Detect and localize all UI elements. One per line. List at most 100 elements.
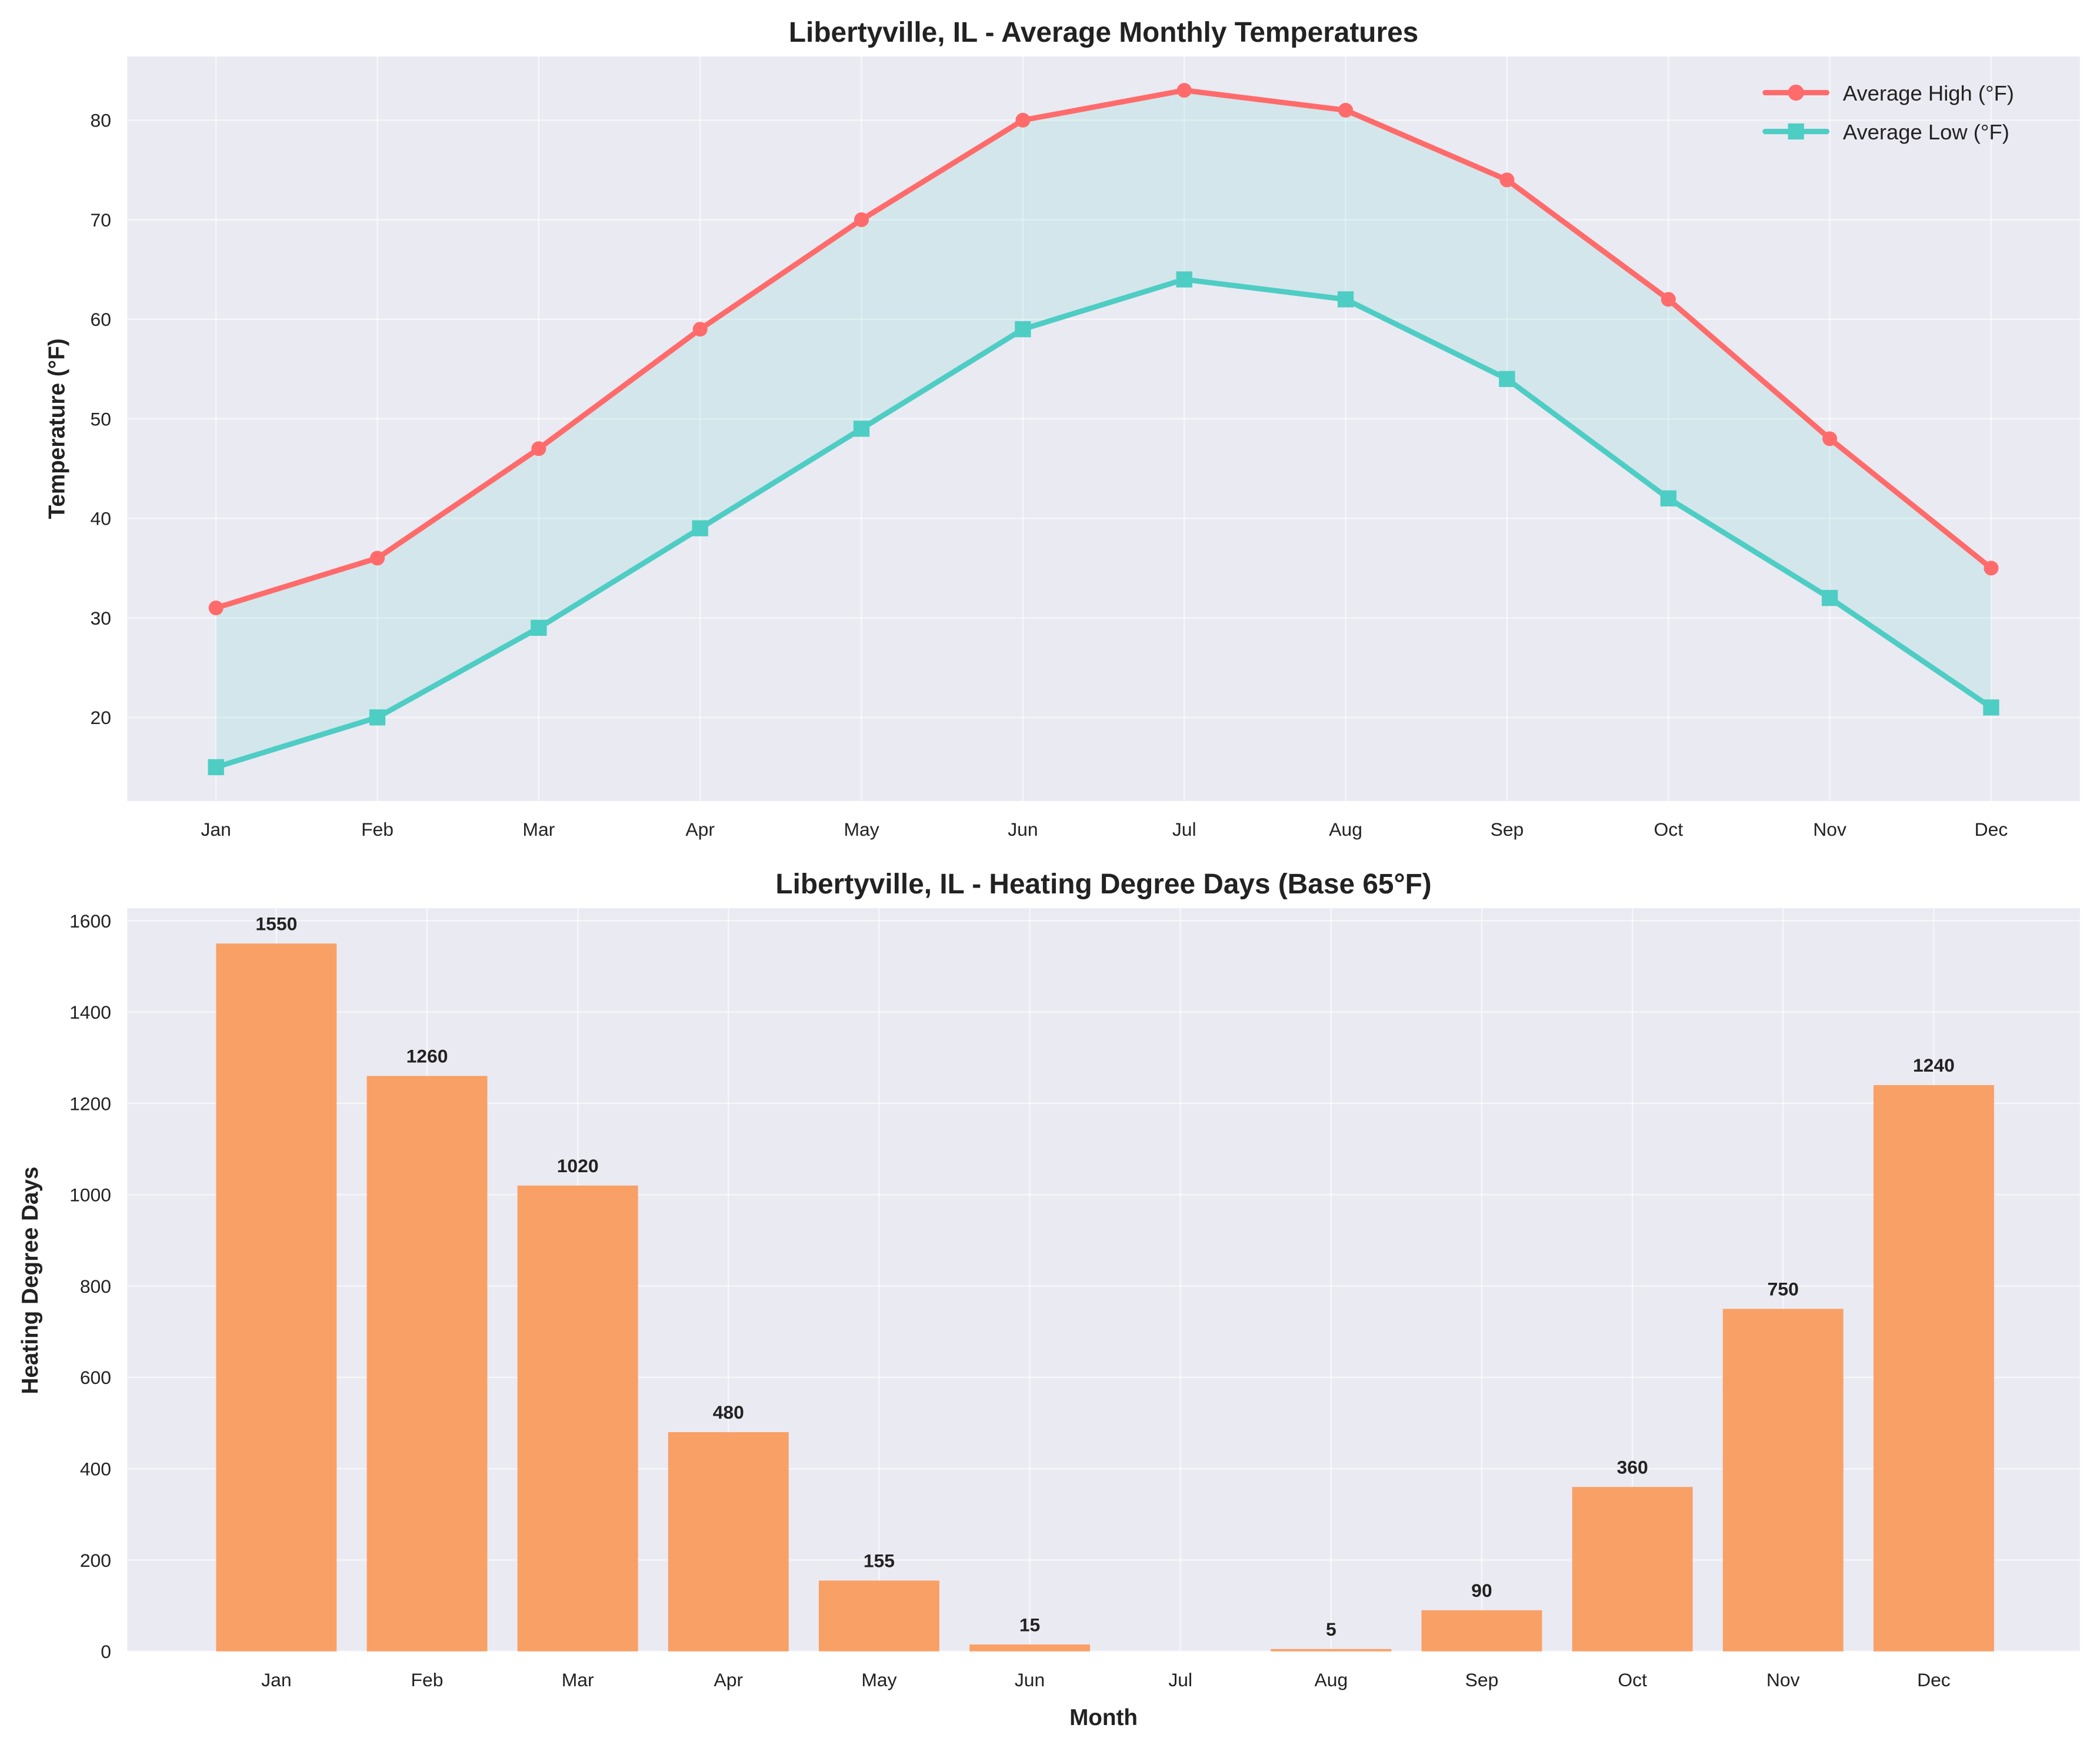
bar-value-label: 90 (1471, 1580, 1492, 1601)
high-point (1015, 112, 1031, 128)
bar (517, 1185, 638, 1652)
high-point (1499, 172, 1515, 188)
bar (1271, 1649, 1392, 1652)
bar (366, 1076, 488, 1652)
high-point (1338, 102, 1354, 118)
x-tick-label: May (861, 1669, 896, 1690)
y-tick-label: 0 (101, 1641, 111, 1662)
legend: Average High (°F) Average Low (°F) (1762, 81, 2014, 144)
y-tick-label: 1000 (69, 1185, 111, 1206)
x-tick-label: Jun (1008, 819, 1038, 840)
low-series-line (215, 276, 1993, 770)
high-point (854, 212, 869, 228)
bar (818, 1580, 939, 1652)
y-tick-label: 600 (80, 1367, 111, 1388)
bar-value-label: 360 (1617, 1456, 1648, 1477)
x-tick-label: Nov (1813, 819, 1846, 840)
x-tick-label: Oct (1654, 819, 1683, 840)
x-tick-label: Apr (685, 819, 715, 840)
y-tick-label: 60 (91, 309, 111, 330)
temp-plot-area: 20 30 40 50 60 70 80 Jan Feb Mar Apr May Jun Jul Aug Se… (91, 56, 2080, 840)
x-tick-label: Nov (1766, 1669, 1800, 1690)
low-point (1176, 271, 1192, 288)
legend-high-label: Average High (°F) (1843, 81, 2014, 105)
low-point (1015, 321, 1031, 338)
x-tick-label: Sep (1465, 1669, 1499, 1690)
hdd-y-axis-label: Heating Degree Days (18, 1166, 43, 1394)
bar-value-label: 480 (713, 1402, 744, 1423)
x-tick-label: Jan (201, 819, 231, 840)
bar-value-label: 1020 (557, 1155, 599, 1176)
x-tick-label: May (844, 819, 879, 840)
bar-value-label: 1240 (1913, 1055, 1955, 1076)
x-tick-label: Mar (562, 1669, 594, 1690)
x-tick-label: Feb (361, 819, 394, 840)
high-point (1661, 292, 1676, 307)
low-point (692, 520, 708, 536)
bar (1873, 1085, 1994, 1652)
high-point (208, 601, 224, 616)
high-point (1176, 83, 1192, 98)
x-tick-label: Jul (1172, 819, 1196, 840)
y-tick-label: 200 (80, 1550, 111, 1571)
x-tick-label: Aug (1314, 1669, 1348, 1690)
y-tick-label: 800 (80, 1276, 111, 1297)
x-tick-label: Dec (1975, 819, 2008, 840)
high-point (370, 551, 385, 566)
high-point (1984, 561, 1999, 576)
y-tick-label: 1600 (69, 910, 111, 932)
temp-chart-title: Libertyville, IL - Average Monthly Tempe… (789, 17, 1418, 48)
y-tick-label: 20 (91, 707, 111, 728)
y-tick-label: 30 (91, 608, 111, 629)
high-point (692, 322, 708, 337)
hdd-x-axis-label: Month (1069, 1705, 1138, 1730)
bar-value-label: 15 (1019, 1614, 1040, 1635)
high-point (1822, 431, 1838, 446)
hdd-chart-title: Libertyville, IL - Heating Degree Days (… (775, 869, 1431, 900)
y-tick-label: 40 (91, 508, 111, 529)
y-tick-label: 70 (91, 209, 111, 231)
x-tick-label: Mar (522, 819, 555, 840)
bar-value-label: 5 (1326, 1619, 1336, 1640)
bar-value-label: 1260 (406, 1046, 448, 1067)
low-point (1499, 371, 1515, 388)
bar (1722, 1309, 1844, 1652)
bar-value-label: 155 (864, 1550, 895, 1572)
x-tick-label: Jun (1015, 1669, 1045, 1690)
low-point (853, 421, 870, 437)
y-tick-label: 80 (91, 110, 111, 131)
hdd-plot-area: 0 200 400 600 800 1000 1200 1400 1600 Jan Feb Mar Ap… (69, 908, 2080, 1690)
legend-high-marker (1788, 84, 1804, 101)
y-tick-label: 50 (91, 408, 111, 429)
y-tick-label: 400 (80, 1458, 111, 1479)
low-point (1337, 291, 1354, 308)
bar (969, 1644, 1091, 1652)
bar (668, 1432, 789, 1652)
low-point (1821, 590, 1838, 606)
bar-value-label: 750 (1768, 1279, 1799, 1300)
high-series-line (215, 88, 1993, 611)
x-tick-label: Aug (1329, 819, 1362, 840)
bar-value-label: 1550 (255, 913, 297, 934)
x-tick-label: Feb (411, 1669, 444, 1690)
x-tick-label: Oct (1618, 1669, 1647, 1690)
low-point (531, 619, 547, 636)
low-point (369, 709, 386, 726)
legend-low-marker (1788, 123, 1804, 140)
y-tick-label: 1400 (69, 1002, 111, 1023)
low-point (1660, 490, 1676, 507)
bar (1572, 1487, 1693, 1652)
high-point (531, 441, 546, 456)
y-tick-label: 1200 (69, 1093, 111, 1114)
bar (216, 943, 337, 1652)
temp-y-axis-label: Temperature (°F) (44, 338, 69, 519)
legend-low-label: Average Low (°F) (1843, 120, 2009, 144)
low-point (1983, 699, 1999, 716)
low-point (208, 759, 224, 776)
bar (1421, 1610, 1542, 1652)
x-tick-label: Sep (1491, 819, 1524, 840)
x-tick-label: Dec (1917, 1669, 1951, 1690)
x-tick-label: Jul (1168, 1669, 1192, 1690)
range-fill (216, 90, 1991, 768)
